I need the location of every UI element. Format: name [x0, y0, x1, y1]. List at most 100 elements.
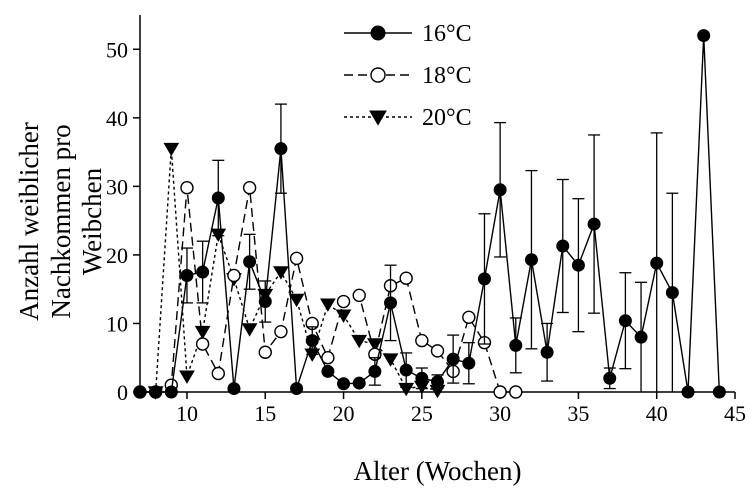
data-point: [258, 295, 272, 309]
x-tick-label: 10: [176, 401, 198, 426]
data-point: [149, 385, 163, 399]
data-point: [446, 352, 460, 366]
data-point: [650, 256, 664, 270]
data-point: [180, 268, 194, 282]
data-point: [493, 183, 507, 197]
y-tick-label: 0: [117, 380, 128, 405]
data-point: [697, 29, 711, 43]
data-point: [133, 385, 147, 399]
data-point: [431, 375, 444, 389]
x-tick-label: 30: [489, 401, 511, 426]
data-point: [321, 351, 335, 365]
data-point: [273, 266, 289, 280]
series-layer: [133, 29, 726, 400]
data-point: [509, 338, 523, 352]
series-16°C: [133, 29, 726, 399]
data-point: [288, 293, 305, 308]
data-point: [242, 181, 257, 195]
data-point: [211, 191, 225, 205]
data-point: [384, 296, 398, 310]
y-tick-label: 50: [106, 37, 128, 62]
data-point: [243, 255, 257, 269]
y-axis-title-line: Nachkommen pro: [46, 124, 76, 318]
data-point: [540, 345, 554, 359]
data-point: [196, 265, 210, 279]
legend-item: 18°C: [344, 63, 472, 89]
data-point: [336, 294, 351, 309]
data-point: [382, 353, 399, 367]
legend-label: 18°C: [422, 63, 472, 89]
data-point: [320, 298, 336, 312]
legend-label: 16°C: [422, 21, 472, 47]
y-axis-title-line: Anzahl weiblicher: [14, 122, 44, 321]
x-axis-ticks: 10 15 20 25 30 35 40 45: [176, 392, 746, 426]
data-point: [194, 325, 211, 340]
data-point: [415, 333, 429, 348]
y-axis-title-line: Weibchen: [77, 167, 107, 275]
x-axis-title: Alter (Wochen): [354, 456, 522, 486]
x-tick-label: 35: [567, 401, 589, 426]
data-point: [195, 337, 210, 351]
data-point: [335, 309, 352, 323]
data-point: [681, 385, 695, 399]
data-point: [462, 356, 476, 370]
y-axis-title: Anzahl weiblicher Nachkommen pro Weibchen: [14, 122, 107, 321]
x-tick-label: 15: [254, 401, 276, 426]
data-point: [665, 286, 679, 300]
series-line: [140, 35, 721, 393]
data-point: [366, 338, 383, 352]
data-point: [352, 288, 366, 303]
legend: 16°C 18°C 20°C: [344, 21, 472, 131]
data-point: [415, 371, 429, 385]
data-point: [571, 258, 585, 272]
data-point: [618, 314, 632, 328]
data-point: [369, 110, 387, 126]
legend-item: 20°C: [344, 105, 472, 131]
data-point: [399, 271, 413, 285]
y-tick-label: 20: [106, 243, 128, 268]
data-point: [477, 272, 491, 286]
data-point: [211, 366, 225, 381]
data-point: [399, 363, 413, 377]
x-tick-label: 45: [724, 401, 746, 426]
data-point: [634, 330, 648, 344]
data-point: [305, 334, 319, 348]
axes: 10 15 20 25 30 35 40 45 0 10 20 30 40 50: [106, 15, 746, 426]
x-tick-label: 20: [333, 401, 355, 426]
data-point: [462, 310, 476, 324]
data-point: [163, 142, 180, 157]
data-point: [337, 377, 351, 391]
y-tick-label: 40: [106, 106, 128, 131]
y-tick-label: 10: [106, 311, 128, 336]
data-point: [164, 385, 178, 399]
x-tick-label: 25: [411, 401, 433, 426]
data-point: [274, 324, 288, 339]
data-point: [493, 385, 507, 399]
data-point: [509, 385, 523, 399]
data-point: [712, 385, 726, 399]
x-tick-label: 40: [646, 401, 668, 426]
y-axis-ticks: 0 10 20 30 40 50: [106, 37, 140, 405]
data-point: [352, 376, 366, 390]
legend-label: 20°C: [422, 105, 472, 131]
data-point: [351, 334, 368, 349]
data-point: [258, 345, 272, 359]
data-point: [430, 344, 445, 358]
data-point: [556, 239, 570, 253]
data-point: [290, 382, 304, 396]
y-tick-label: 30: [106, 174, 128, 199]
data-point: [241, 323, 258, 337]
data-point: [587, 217, 601, 231]
data-point: [524, 253, 538, 267]
data-point: [321, 364, 335, 378]
data-point: [180, 181, 194, 195]
data-point: [227, 382, 241, 396]
data-point: [370, 25, 386, 41]
data-point: [289, 251, 304, 266]
data-point: [370, 67, 386, 83]
legend-item: 16°C: [344, 21, 472, 47]
data-point: [179, 370, 195, 384]
series-20°C: [147, 142, 446, 400]
data-point: [274, 142, 288, 156]
